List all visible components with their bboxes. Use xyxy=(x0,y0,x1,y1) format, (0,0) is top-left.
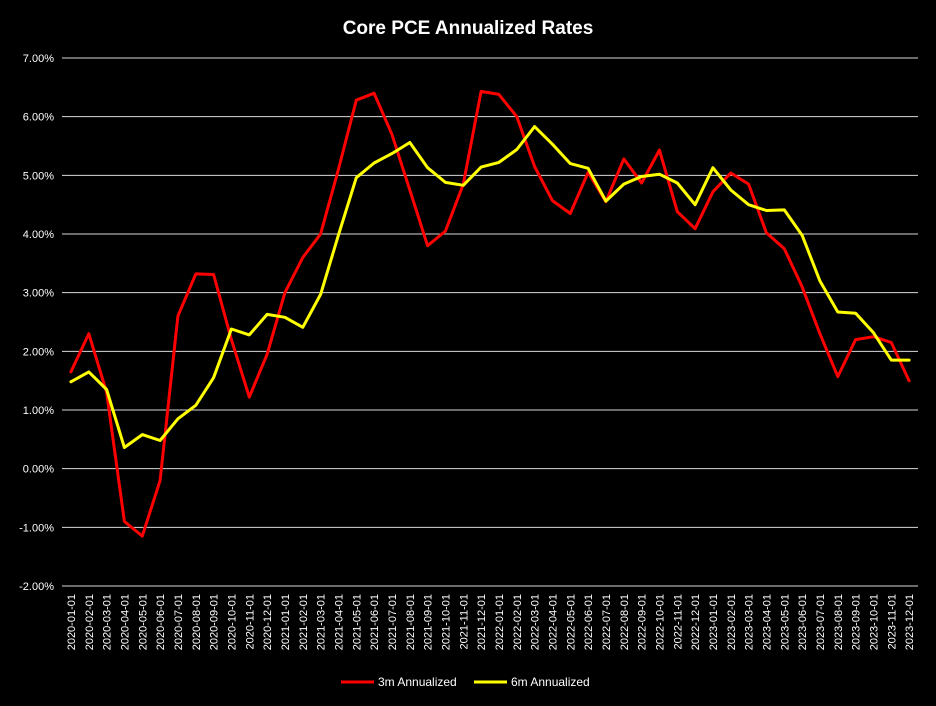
x-tick-label: 2022-10-01 xyxy=(654,594,666,650)
x-tick-label: 2020-06-01 xyxy=(155,594,167,650)
x-tick-label: 2020-11-01 xyxy=(244,594,256,649)
x-tick-label: 2020-04-01 xyxy=(119,594,131,650)
legend-label-3m: 3m Annualized xyxy=(378,675,457,689)
y-tick-label: 2.00% xyxy=(23,346,54,358)
series-line-3m xyxy=(69,89,911,538)
x-tick-label: 2020-02-01 xyxy=(84,594,96,650)
x-tick-label: 2021-08-01 xyxy=(405,594,417,650)
x-tick-label: 2023-01-01 xyxy=(708,594,720,650)
x-tick-label: 2022-04-01 xyxy=(547,594,559,650)
x-tick-label: 2020-08-01 xyxy=(191,594,203,650)
x-tick-label: 2023-05-01 xyxy=(779,594,791,650)
gridlines xyxy=(62,57,918,587)
y-tick-label: -2.00% xyxy=(19,581,54,593)
x-axis-tick-labels: 2020-01-01 2020-02-01 2020-03-01 2020-04-01… xyxy=(66,594,916,650)
x-tick-label: 2022-08-01 xyxy=(619,594,631,650)
y-tick-label: 4.00% xyxy=(23,229,54,241)
x-tick-label: 2020-12-01 xyxy=(262,594,274,650)
x-tick-label: 2023-03-01 xyxy=(744,594,756,650)
x-tick-label: 2020-01-01 xyxy=(66,594,78,650)
legend-label-6m: 6m Annualized xyxy=(511,675,590,689)
x-tick-label: 2020-09-01 xyxy=(209,594,221,650)
x-tick-label: 2021-11-01 xyxy=(458,594,470,649)
x-tick-label: 2022-02-01 xyxy=(512,594,524,650)
x-tick-label: 2023-09-01 xyxy=(851,594,863,650)
x-tick-label: 2023-06-01 xyxy=(797,594,809,650)
x-tick-label: 2020-03-01 xyxy=(102,594,114,650)
x-tick-label: 2023-04-01 xyxy=(761,594,773,650)
x-tick-label: 2021-03-01 xyxy=(316,594,328,650)
x-tick-label: 2020-05-01 xyxy=(137,594,149,650)
x-tick-label: 2021-02-01 xyxy=(298,594,310,650)
x-tick-label: 2021-10-01 xyxy=(440,594,452,650)
x-tick-label: 2021-07-01 xyxy=(387,594,399,650)
x-tick-label: 2020-07-01 xyxy=(173,594,185,650)
x-tick-label: 2022-07-01 xyxy=(601,594,613,650)
x-tick-label: 2020-10-01 xyxy=(226,594,238,650)
x-tick-label: 2021-04-01 xyxy=(333,594,345,650)
x-tick-label: 2023-08-01 xyxy=(833,594,845,650)
x-tick-label: 2022-11-01 xyxy=(672,594,684,649)
x-tick-label: 2023-10-01 xyxy=(868,594,880,650)
y-tick-label: 7.00% xyxy=(23,53,54,65)
x-tick-label: 2022-09-01 xyxy=(637,594,649,650)
series-line-6m xyxy=(69,125,911,449)
y-axis-tick-labels: -2.00% -1.00% 0.00% 1.00% 2.00% 3.00% 4.00% 5.0… xyxy=(19,53,54,593)
x-tick-label: 2021-06-01 xyxy=(369,594,381,650)
x-tick-label: 2022-06-01 xyxy=(583,594,595,650)
x-tick-label: 2023-07-01 xyxy=(815,594,827,650)
y-tick-label: 5.00% xyxy=(23,170,54,182)
x-tick-label: 2021-12-01 xyxy=(476,594,488,650)
x-tick-label: 2022-03-01 xyxy=(530,594,542,650)
x-tick-label: 2023-11-01 xyxy=(886,594,898,649)
x-tick-label: 2022-01-01 xyxy=(494,594,506,650)
y-tick-label: 1.00% xyxy=(23,405,54,417)
x-tick-label: 2022-12-01 xyxy=(690,594,702,650)
y-tick-label: 3.00% xyxy=(23,288,54,300)
x-tick-label: 2023-02-01 xyxy=(726,594,738,650)
series-lines xyxy=(69,89,911,538)
x-tick-label: 2023-12-01 xyxy=(904,594,916,650)
legend: 3m Annualized 6m Annualized xyxy=(341,675,590,689)
x-tick-label: 2021-01-01 xyxy=(280,594,292,650)
x-tick-label: 2021-09-01 xyxy=(423,594,435,650)
x-tick-label: 2022-05-01 xyxy=(565,594,577,650)
chart-title: Core PCE Annualized Rates xyxy=(343,18,594,39)
x-tick-label: 2021-05-01 xyxy=(351,594,363,650)
y-tick-label: 0.00% xyxy=(23,464,54,476)
y-tick-label: 6.00% xyxy=(23,112,54,124)
y-tick-label: -1.00% xyxy=(19,522,54,534)
